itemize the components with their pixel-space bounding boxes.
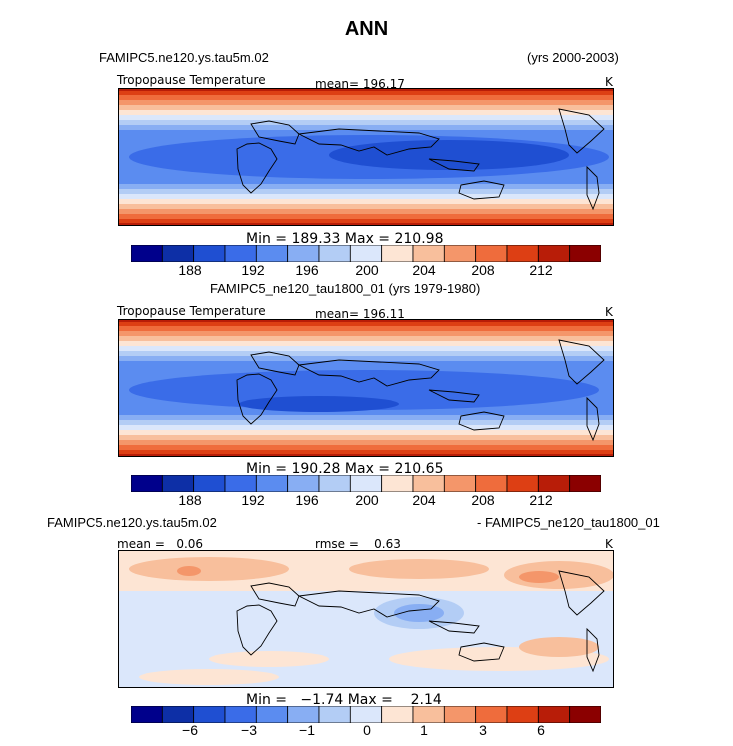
colorbar-tick-label: 196 [295, 492, 319, 508]
panel1-units: K [605, 75, 613, 89]
colorbar-cell [506, 475, 539, 492]
panel3-minmax: Min = −1.74 Max = 2.14 [246, 692, 442, 708]
colorbar-tick-label: 200 [355, 492, 379, 508]
colorbar-tick-label: 196 [295, 262, 319, 278]
colorbar-tick-label: 1 [420, 722, 428, 738]
colorbar-tick-label: 188 [178, 262, 202, 278]
colorbar-cell [381, 706, 414, 723]
colorbar-cell [349, 706, 383, 723]
panel2-minmax: Min = 190.28 Max = 210.65 [246, 461, 444, 477]
colorbar-cell [475, 245, 508, 262]
colorbar-tick-label: 208 [471, 262, 495, 278]
panel2-mean: mean= 196.11 [315, 307, 405, 321]
colorbar-tick-label: 3 [479, 722, 487, 738]
colorbar-cell [537, 706, 571, 723]
panel2-map [118, 319, 614, 457]
panel1-map [118, 88, 614, 226]
colorbar-cell [224, 475, 257, 492]
panel1-years: (yrs 2000-2003) [527, 50, 619, 65]
colorbar-cell [381, 245, 414, 262]
colorbar-tick-label: 212 [529, 492, 553, 508]
panel1-mean: mean= 196.17 [315, 77, 405, 91]
colorbar-cell [193, 706, 226, 723]
panel3-minus-case: - FAMIPC5_ne120_tau1800_01 [477, 515, 660, 530]
figure-title: ANN [344, 18, 389, 40]
colorbar-tick-label: 204 [412, 492, 436, 508]
colorbar-tick-label: 204 [412, 262, 436, 278]
colorbar-cell [537, 475, 571, 492]
panel3-colorbar [131, 706, 601, 723]
panel1-case-name: FAMIPC5.ne120.ys.tau5m.02 [99, 50, 269, 65]
panel1-colorbar [131, 245, 601, 262]
panel3-coastlines [236, 570, 605, 673]
panel1-minmax: Min = 189.33 Max = 210.98 [246, 231, 444, 247]
colorbar-cell [287, 475, 320, 492]
colorbar-cell [318, 475, 351, 492]
colorbar-cell [443, 475, 477, 492]
panel2-units: K [605, 305, 613, 319]
panel3-units: K [605, 537, 613, 551]
colorbar-cell [349, 245, 383, 262]
colorbar-tick-label: 6 [537, 722, 545, 738]
colorbar-cell [569, 245, 601, 262]
colorbar-cell [475, 475, 508, 492]
panel3-colorbar-ticks: −6 −3 −1 0 1 3 6 [0, 722, 733, 740]
colorbar-cell [412, 245, 445, 262]
panel1-colorbar-ticks: 188 192 196 200 204 208 212 [0, 262, 733, 280]
panel1-coastlines [236, 108, 605, 211]
colorbar-cell [475, 706, 508, 723]
colorbar-cell [569, 475, 601, 492]
panel3-rmse: rmse = 0.63 [315, 537, 401, 551]
colorbar-cell [161, 245, 195, 262]
colorbar-tick-label: 0 [363, 722, 371, 738]
colorbar-cell [131, 475, 163, 492]
panel2-coastlines [236, 339, 605, 442]
colorbar-cell [443, 245, 477, 262]
panel3-case-name: FAMIPC5.ne120.ys.tau5m.02 [47, 515, 217, 530]
colorbar-tick-label: −6 [182, 722, 198, 738]
colorbar-cell [443, 706, 477, 723]
colorbar-cell [161, 475, 195, 492]
colorbar-cell [318, 245, 351, 262]
colorbar-cell [224, 245, 257, 262]
panel1-field-label: Tropopause Temperature [117, 73, 266, 87]
colorbar-cell [193, 245, 226, 262]
colorbar-cell [569, 706, 601, 723]
colorbar-cell [255, 475, 289, 492]
colorbar-tick-label: 188 [178, 492, 202, 508]
panel2-colorbar-ticks: 188 192 196 200 204 208 212 [0, 492, 733, 510]
colorbar-cell [506, 706, 539, 723]
colorbar-cell [537, 245, 571, 262]
panel2-field-label: Tropopause Temperature [117, 304, 266, 318]
colorbar-tick-label: 192 [241, 262, 265, 278]
colorbar-cell [349, 475, 383, 492]
panel3-mean: mean = 0.06 [117, 537, 204, 551]
colorbar-cell [412, 475, 445, 492]
colorbar-cell [381, 475, 414, 492]
colorbar-cell [506, 245, 539, 262]
colorbar-cell [161, 706, 195, 723]
panel2-case-name: FAMIPC5_ne120_tau1800_01 (yrs 1979-1980) [210, 281, 481, 296]
colorbar-tick-label: 208 [471, 492, 495, 508]
panel2-colorbar [131, 475, 601, 492]
colorbar-tick-label: 200 [355, 262, 379, 278]
colorbar-cell [255, 245, 289, 262]
colorbar-tick-label: 192 [241, 492, 265, 508]
colorbar-cell [131, 706, 163, 723]
colorbar-cell [193, 475, 226, 492]
colorbar-cell [412, 706, 445, 723]
colorbar-cell [224, 706, 257, 723]
colorbar-cell [255, 706, 289, 723]
colorbar-cell [131, 245, 163, 262]
panel3-map [118, 550, 614, 688]
colorbar-tick-label: 212 [529, 262, 553, 278]
colorbar-cell [318, 706, 351, 723]
colorbar-tick-label: −3 [241, 722, 257, 738]
colorbar-cell [287, 706, 320, 723]
colorbar-cell [287, 245, 320, 262]
colorbar-tick-label: −1 [299, 722, 315, 738]
